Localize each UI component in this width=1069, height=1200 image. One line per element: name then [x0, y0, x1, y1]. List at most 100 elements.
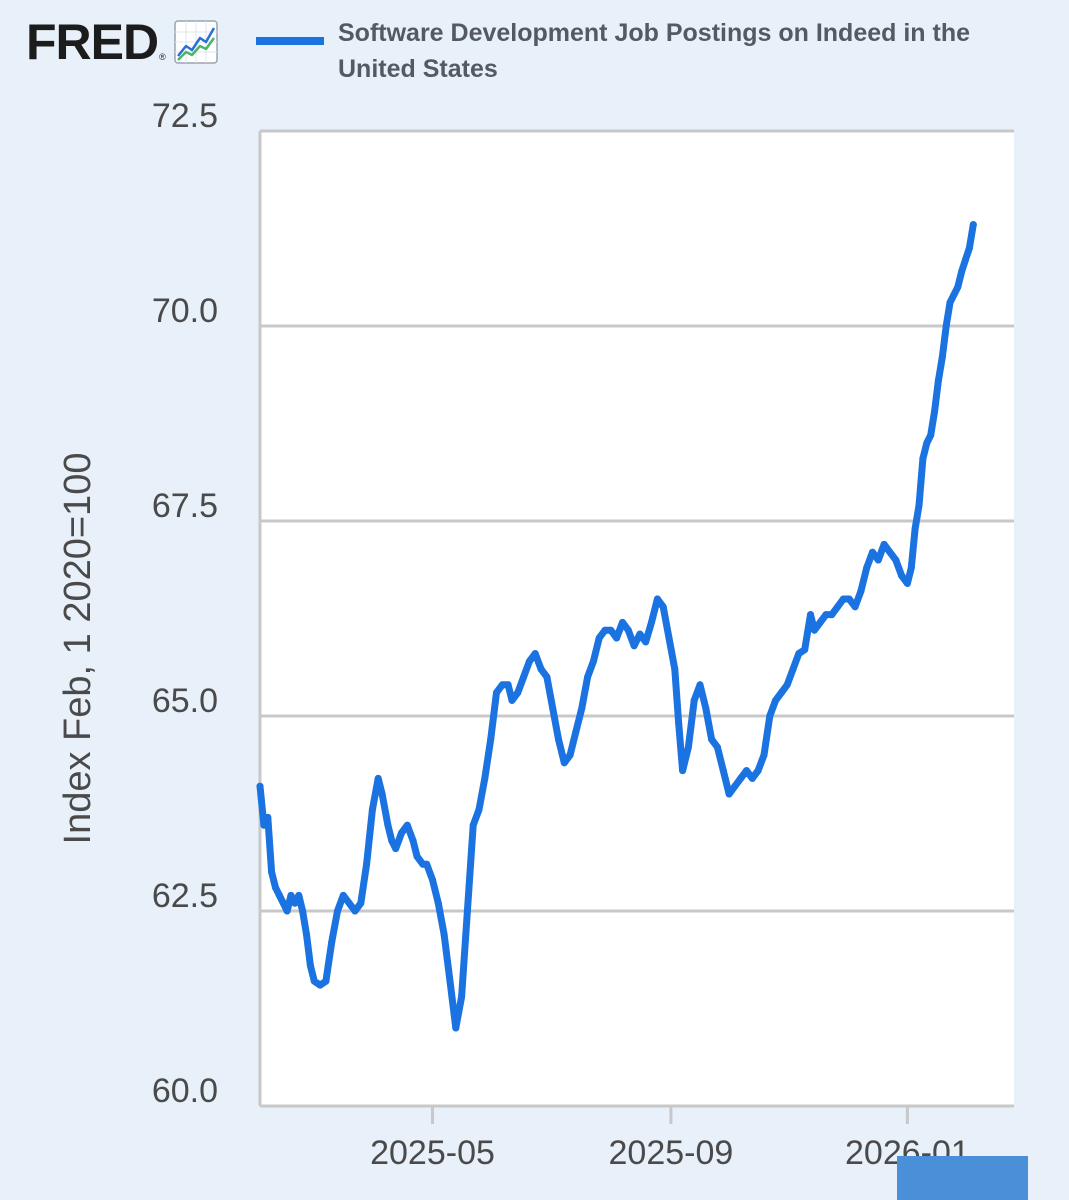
plot-area: [260, 131, 1014, 1106]
series-point: [279, 899, 287, 907]
series-point: [508, 696, 516, 704]
series-point: [514, 689, 522, 697]
series-point: [268, 868, 276, 876]
series-point: [690, 696, 698, 704]
series-point: [543, 673, 551, 681]
series-point: [965, 244, 973, 252]
series-point: [950, 291, 958, 299]
fred-logo[interactable]: FRED ®: [26, 14, 218, 70]
series-point: [291, 899, 299, 907]
y-axis-label: Index Feb, 1 2020=100: [57, 453, 99, 845]
series-point: [760, 751, 768, 759]
series-point: [886, 548, 894, 556]
series-point: [578, 704, 586, 712]
series-point: [463, 907, 471, 915]
series-point: [560, 759, 568, 767]
series-point: [363, 860, 371, 868]
series-point: [789, 665, 797, 673]
corner-button[interactable]: [897, 1156, 1028, 1200]
series-point: [613, 634, 621, 642]
series-point: [938, 353, 946, 361]
series-point: [403, 821, 411, 829]
series-point: [440, 930, 448, 938]
series-point: [748, 774, 756, 782]
series-point: [537, 665, 545, 673]
series-point: [834, 603, 842, 611]
series-point: [487, 735, 495, 743]
series-point: [310, 977, 318, 985]
y-tick-label: 60.0: [152, 1072, 218, 1110]
series-point: [839, 595, 847, 603]
series-point: [549, 704, 557, 712]
series-point: [392, 845, 400, 853]
series-point: [619, 618, 626, 626]
series-point: [907, 564, 915, 572]
series-point: [345, 899, 353, 907]
series-point: [283, 907, 291, 915]
series-point: [946, 299, 954, 307]
series-point: [671, 665, 679, 673]
series-point: [708, 735, 716, 743]
series-point: [275, 891, 283, 899]
series-point: [702, 704, 710, 712]
series-point: [816, 618, 824, 626]
legend-series-label: Software Development Job Postings on Ind…: [338, 19, 971, 83]
series-point: [725, 790, 733, 798]
x-tick-label: 2025-05: [370, 1134, 495, 1172]
series-point: [295, 891, 303, 899]
series-point: [731, 782, 739, 790]
series-point: [766, 712, 774, 720]
series-point: [869, 548, 876, 556]
series-point: [481, 774, 489, 782]
series-point: [754, 767, 762, 775]
series-point: [874, 556, 882, 564]
x-tick-label: 2025-09: [609, 1134, 734, 1172]
series-point: [962, 256, 969, 264]
series-point: [306, 962, 314, 970]
series-point: [903, 579, 911, 587]
series-point: [630, 642, 638, 650]
series-point: [272, 884, 279, 892]
series-point: [493, 689, 500, 697]
series-point: [807, 611, 814, 619]
series-point: [713, 743, 721, 751]
series-point: [958, 267, 966, 275]
y-tick-label: 70.0: [152, 292, 218, 330]
series-point: [911, 525, 919, 533]
gridlines: [260, 129, 1014, 913]
series-point: [828, 611, 836, 619]
series-point: [857, 587, 865, 595]
series-point: [822, 611, 830, 619]
series-point: [624, 626, 632, 634]
series-point: [458, 993, 466, 1001]
series-point: [469, 821, 477, 829]
series-point: [696, 681, 704, 689]
series-point: [863, 564, 871, 572]
series-point: [446, 977, 454, 985]
series-point: [915, 501, 923, 509]
series-point: [636, 630, 644, 638]
series-point: [595, 634, 603, 642]
series-point: [504, 681, 512, 689]
series-point: [452, 1024, 460, 1032]
series-point: [388, 837, 396, 845]
series-point: [648, 618, 655, 626]
series-point: [555, 735, 562, 743]
series-point: [919, 455, 927, 463]
series-point: [795, 650, 803, 658]
series-point: [931, 408, 938, 416]
series-point: [923, 439, 931, 447]
series-point: [429, 876, 436, 884]
series-point: [927, 431, 935, 439]
series-point: [316, 981, 324, 989]
series-point: [566, 751, 574, 759]
series-point: [743, 767, 750, 775]
series-point: [572, 728, 580, 736]
series-point: [607, 626, 615, 634]
series-point: [772, 696, 780, 704]
series-point: [801, 646, 809, 654]
series-point: [384, 821, 392, 829]
trend-chart-icon: [174, 20, 218, 64]
series-point: [368, 806, 376, 814]
